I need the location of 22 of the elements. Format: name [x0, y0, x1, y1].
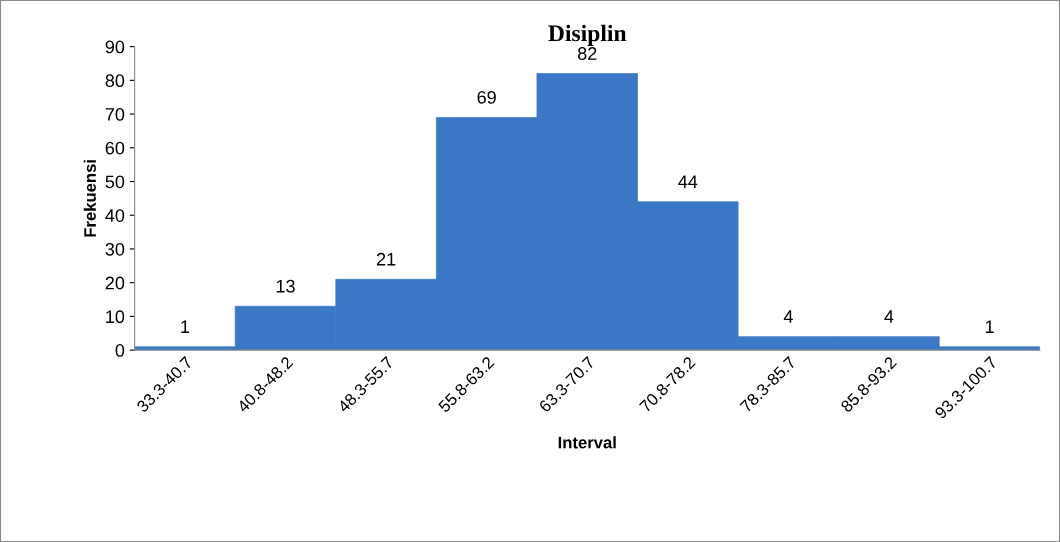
y-tick-label: 20: [105, 276, 125, 290]
data-label: 4: [884, 310, 894, 323]
data-label: 4: [783, 310, 793, 323]
y-tick-label: 10: [106, 310, 125, 324]
y-tick-label: 50: [105, 175, 125, 189]
y-axis-title: Frekuensi: [83, 160, 96, 237]
data-label: 21: [376, 252, 396, 266]
y-tick-label: 30: [105, 242, 125, 256]
y-tick-label: 90: [105, 40, 125, 54]
data-label: 1: [985, 320, 994, 333]
y-tick-label: 70: [105, 108, 125, 121]
data-label: 1: [181, 320, 190, 333]
data-label: 69: [477, 90, 496, 104]
x-axis-title: Interval: [558, 436, 616, 449]
y-tick-label: 40: [105, 209, 125, 222]
data-label: 82: [577, 47, 597, 60]
data-label: 44: [678, 175, 698, 188]
y-tick-label: 0: [115, 344, 125, 357]
chart-title: Disiplin: [548, 24, 627, 47]
data-label: 13: [276, 279, 295, 293]
y-tick-label: 80: [105, 74, 125, 88]
y-tick-label: 60: [105, 141, 125, 155]
